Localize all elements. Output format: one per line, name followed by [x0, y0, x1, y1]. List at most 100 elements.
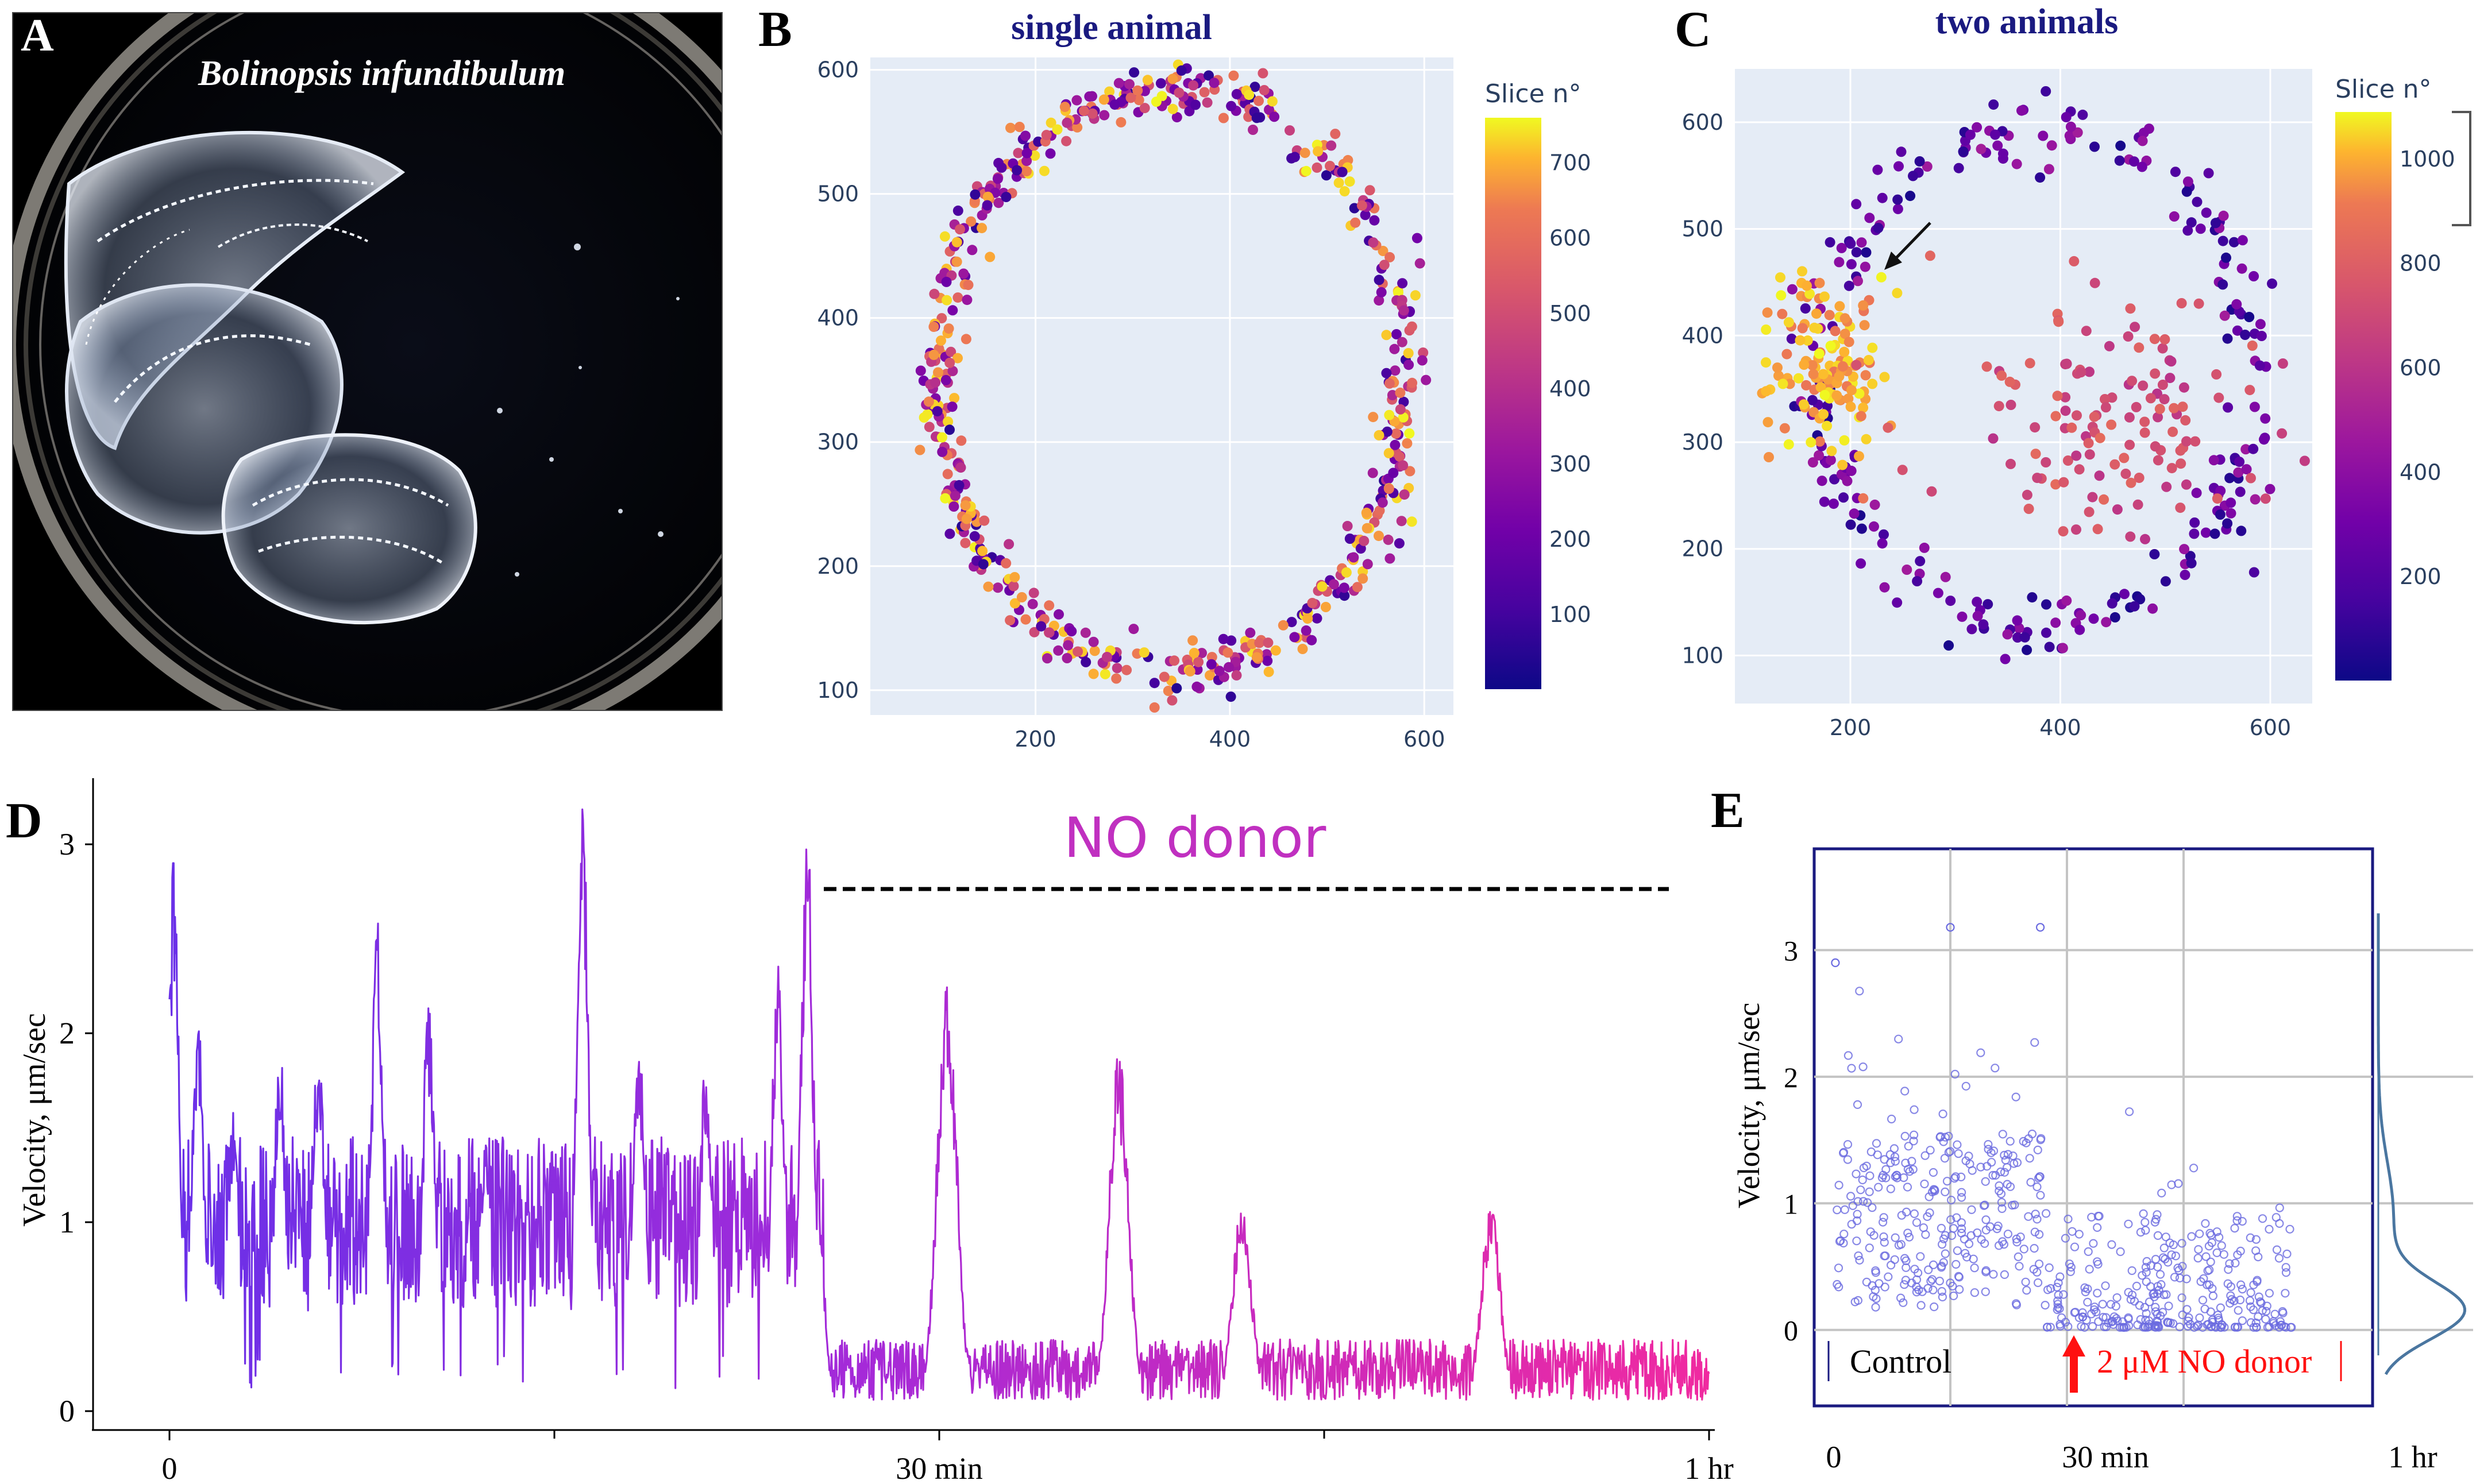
scatter-point	[2019, 632, 2030, 643]
panel-c: C two animals 200 400 600 100 200 300 400 500 60…	[1675, 2, 2471, 740]
y-tick-label: 1	[59, 1205, 75, 1239]
scatter-point	[2277, 428, 2288, 439]
scatter-point	[2272, 1245, 2282, 1254]
scatter-point	[1937, 1263, 1946, 1272]
scatter-point	[2215, 509, 2226, 520]
scatter-point	[1046, 117, 1056, 128]
scatter-point	[2275, 1203, 2284, 1212]
y-tick-label: 100	[1681, 643, 1723, 668]
scatter-point	[2149, 549, 2160, 559]
scatter-point	[2177, 401, 2188, 412]
scatter-point	[1414, 258, 1425, 269]
scatter-point	[1929, 1260, 1938, 1269]
scatter-point	[2127, 376, 2138, 387]
scatter-point	[1350, 217, 1361, 228]
scatter-point	[2212, 493, 2223, 504]
scatter-point	[993, 198, 1004, 208]
scatter-point	[2012, 632, 2023, 643]
scatter-point	[2167, 1250, 2176, 1259]
scatter-point	[1036, 621, 1047, 632]
scatter-point	[2238, 1316, 2247, 1325]
colorbar-tick-label: 600	[1549, 226, 1591, 251]
scatter-point	[1846, 259, 1857, 270]
scatter-point	[1384, 409, 1395, 420]
scatter-point	[2129, 601, 2140, 612]
scatter-point	[2057, 1313, 2066, 1322]
scatter-point	[2149, 334, 2160, 345]
scatter-point	[1861, 434, 1872, 445]
scatter-point	[1209, 78, 1220, 88]
scatter-point	[1924, 250, 1935, 261]
scatter-point	[1815, 382, 1826, 393]
scatter-point	[1062, 653, 1073, 663]
scatter-point	[2208, 1291, 2217, 1300]
scatter-point	[1856, 523, 1867, 534]
scatter-point	[1059, 102, 1070, 113]
scatter-point	[1891, 1172, 1900, 1181]
colorbar-ticks-b: 100 200 300 400 500 600 700	[1549, 150, 1591, 628]
scatter-point	[2084, 507, 2095, 517]
scatter-point	[1776, 290, 1787, 301]
scatter-point	[2159, 394, 2170, 405]
scatter-point	[1937, 1287, 1946, 1296]
scatter-point	[952, 353, 963, 364]
scatter-point	[1205, 670, 1215, 681]
x-tick-label: 400	[2039, 715, 2081, 740]
scatter-point	[1089, 646, 1100, 656]
scatter-point	[2139, 1209, 2148, 1218]
treatment-label-e: 2 μM NO donor	[2097, 1343, 2312, 1380]
scatter-point	[1856, 411, 1866, 422]
scatter-point	[2135, 594, 2146, 605]
scatter-point	[1088, 636, 1099, 647]
scatter-point	[2267, 278, 2277, 289]
chart-title-b: single animal	[1011, 8, 1212, 47]
scatter-point	[1858, 493, 1869, 504]
colorbar-tick-label: 500	[1549, 301, 1591, 326]
scatter-point	[2043, 1323, 2052, 1332]
scatter-point	[1816, 476, 1827, 486]
scatter-point	[2092, 1307, 2101, 1317]
scatter-point	[2182, 176, 2193, 187]
scatter-point	[2030, 422, 2041, 433]
scatter-point	[2053, 1300, 2062, 1309]
scatter-point	[919, 412, 929, 423]
scatter-point	[1945, 596, 1956, 606]
scatter-point	[2134, 342, 2145, 353]
scatter-point	[1342, 521, 1353, 531]
scatter-point	[1369, 215, 1380, 226]
scatter-point	[2064, 1215, 2073, 1224]
scatter-point	[2124, 1315, 2133, 1324]
scatter-point	[2244, 312, 2255, 322]
scatter-point	[1249, 82, 1260, 92]
scatter-point	[1868, 1203, 1877, 1212]
scatter-point	[2217, 235, 2228, 246]
scatter-point	[1902, 565, 1912, 575]
scatter-point	[961, 513, 972, 524]
scatter-point	[2236, 525, 2247, 536]
scatter-point	[2217, 279, 2228, 290]
scatter-point	[2167, 426, 2178, 437]
scatter-point	[1397, 337, 1407, 347]
scatter-point	[1853, 1209, 1862, 1219]
scatter-point	[1896, 1293, 1906, 1303]
scatter-point	[1901, 1158, 1910, 1168]
scatter-point	[1843, 280, 1854, 291]
scatter-point	[1224, 662, 1234, 673]
scatter-point	[2055, 1272, 2065, 1281]
scatter-point	[1957, 1218, 1966, 1227]
scatter-point	[2163, 1318, 2173, 1327]
scatter-point	[1900, 1087, 1910, 1096]
y-tick-label: 3	[59, 827, 75, 861]
scatter-point	[2207, 1238, 2216, 1247]
scatter-point	[1981, 1177, 1990, 1186]
scatter-point	[2260, 413, 2271, 424]
scatter-point	[2012, 1300, 2021, 1309]
scatter-point	[947, 305, 958, 316]
scatter-point	[1374, 505, 1385, 516]
scatter-point	[2135, 1301, 2144, 1310]
y-tick-label: 3	[1784, 934, 1798, 967]
scatter-point	[2044, 641, 2055, 652]
scatter-point	[2153, 1210, 2162, 1219]
scatter-point	[915, 365, 926, 376]
scatter-point	[1873, 223, 1884, 233]
